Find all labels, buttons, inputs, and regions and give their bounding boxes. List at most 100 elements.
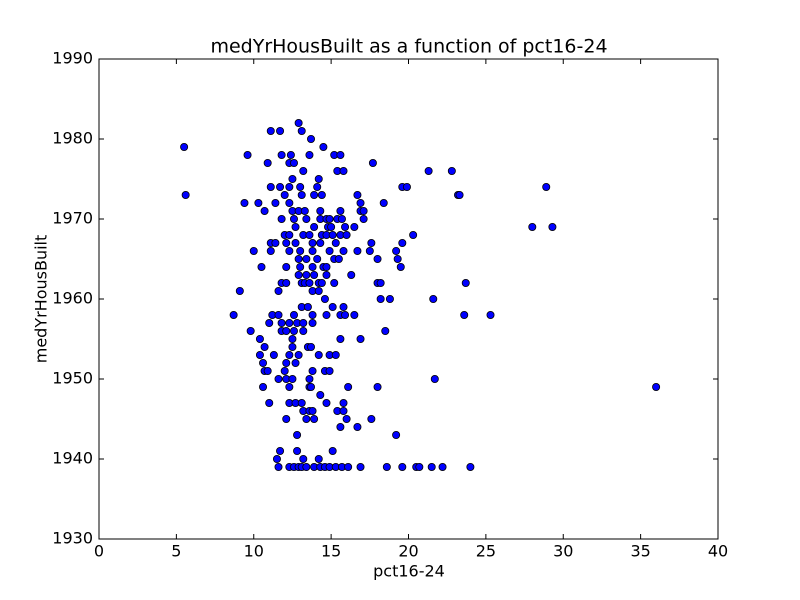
y-tick-label: 1980 — [52, 129, 93, 148]
point — [285, 198, 294, 207]
point — [313, 182, 322, 191]
point — [282, 414, 291, 423]
point — [316, 206, 325, 215]
point — [392, 246, 401, 255]
x-tick-label: 40 — [708, 542, 728, 561]
point — [305, 374, 314, 383]
point — [337, 214, 346, 223]
point — [447, 166, 456, 175]
point — [350, 222, 359, 231]
point — [373, 382, 382, 391]
point — [285, 318, 294, 327]
x-tick-label: 15 — [321, 542, 341, 561]
point — [285, 182, 294, 191]
point — [265, 318, 274, 327]
point — [255, 334, 264, 343]
point — [344, 382, 353, 391]
point — [288, 374, 297, 383]
point — [339, 398, 348, 407]
point — [260, 206, 269, 215]
point — [289, 214, 298, 223]
point — [288, 342, 297, 351]
point — [286, 150, 295, 159]
point — [316, 390, 325, 399]
point — [277, 318, 286, 327]
point — [542, 182, 551, 191]
point — [296, 262, 305, 271]
point — [308, 238, 317, 247]
y-tick-label: 1990 — [52, 49, 93, 68]
point — [379, 198, 388, 207]
x-tick-label: 25 — [476, 542, 496, 561]
x-tick-label: 5 — [171, 542, 181, 561]
point — [353, 190, 362, 199]
point — [359, 206, 368, 215]
point — [274, 374, 283, 383]
point — [359, 214, 368, 223]
point — [398, 238, 407, 247]
point — [341, 310, 350, 319]
point — [328, 446, 337, 455]
point — [246, 326, 255, 335]
point — [402, 182, 411, 191]
point — [398, 462, 407, 471]
point — [356, 334, 365, 343]
point — [276, 182, 285, 191]
point — [291, 238, 300, 247]
point — [274, 310, 283, 319]
point — [302, 462, 311, 471]
point — [325, 246, 334, 255]
point — [393, 254, 402, 263]
point — [277, 214, 286, 223]
point — [342, 230, 351, 239]
point — [294, 350, 303, 359]
point — [299, 454, 308, 463]
point — [314, 286, 323, 295]
y-tick-label: 1970 — [52, 209, 93, 228]
point — [266, 246, 275, 255]
point — [325, 214, 334, 223]
point — [310, 414, 319, 423]
point — [293, 446, 302, 455]
point — [259, 382, 268, 391]
point — [255, 350, 264, 359]
point — [259, 358, 268, 367]
x-tick-label: 20 — [398, 542, 418, 561]
point — [263, 366, 272, 375]
y-tick-label: 1950 — [52, 369, 93, 388]
point — [336, 334, 345, 343]
point — [396, 262, 405, 271]
point — [314, 454, 323, 463]
point — [310, 270, 319, 279]
point — [339, 166, 348, 175]
point — [294, 119, 303, 128]
point — [427, 462, 436, 471]
y-tick-label: 1960 — [52, 289, 93, 308]
point — [308, 246, 317, 255]
point — [285, 382, 294, 391]
point — [331, 238, 340, 247]
point — [293, 430, 302, 439]
point — [308, 406, 317, 415]
point — [317, 278, 326, 287]
point — [392, 430, 401, 439]
point — [382, 462, 391, 471]
point — [265, 398, 274, 407]
y-tick-label: 1940 — [52, 449, 93, 468]
point — [280, 366, 289, 375]
point — [257, 262, 266, 271]
point — [297, 190, 306, 199]
point — [308, 366, 317, 375]
point — [289, 158, 298, 167]
point — [331, 350, 340, 359]
point — [322, 262, 331, 271]
point — [271, 198, 280, 207]
point — [285, 350, 294, 359]
point — [272, 454, 281, 463]
point — [271, 238, 280, 247]
point — [356, 198, 365, 207]
point — [240, 198, 249, 207]
point — [282, 262, 291, 271]
point — [307, 134, 316, 143]
